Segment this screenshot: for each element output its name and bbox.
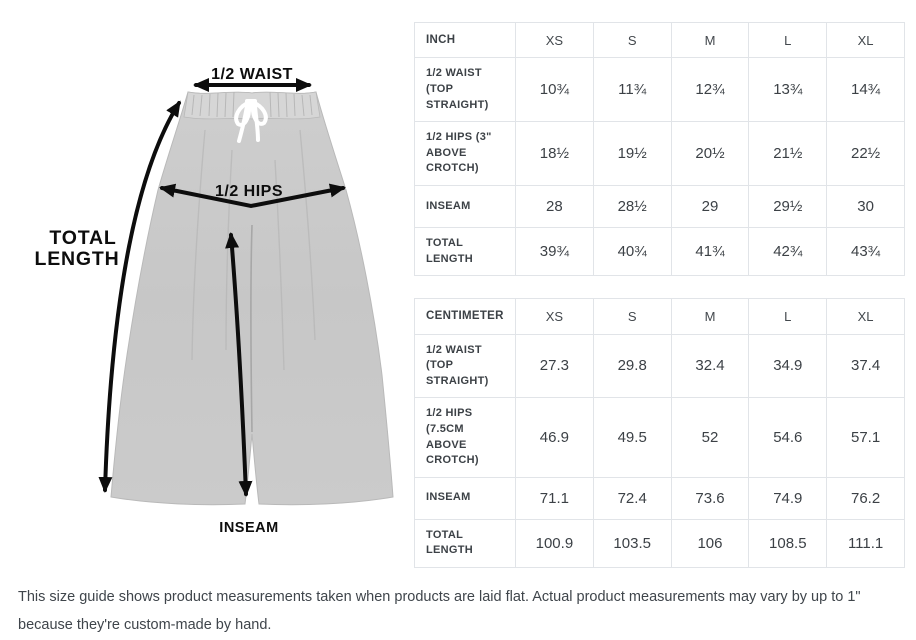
measurement-value: 42¾ (748, 226, 828, 277)
size-header: L (748, 298, 828, 335)
measurement-value: 28½ (592, 184, 672, 228)
measurement-value: 106 (670, 518, 750, 569)
size-header: S (592, 298, 672, 335)
measurement-value: 111.1 (826, 518, 905, 569)
measurement-value: 49.5 (592, 397, 672, 478)
measurement-value: 20½ (670, 121, 750, 186)
size-header: XS (515, 298, 594, 335)
size-header: M (670, 298, 750, 335)
measurement-value: 108.5 (748, 518, 828, 569)
row-label: INSEAM (414, 184, 516, 228)
size-guide-note: This size guide shows product measuremen… (18, 589, 861, 634)
measurement-value: 73.6 (670, 476, 750, 520)
measurement-value: 30 (826, 184, 905, 228)
table-row: INSEAM 71.1 72.4 73.6 74.9 76.2 (414, 476, 905, 520)
row-label: TOTAL LENGTH (414, 518, 516, 569)
row-label: INSEAM (414, 476, 516, 520)
svg-text:TOTAL: TOTAL (49, 227, 116, 249)
measurement-value: 12¾ (670, 57, 750, 123)
row-label: 1/2 HIPS (7.5CM ABOVE CROTCH) (414, 397, 516, 478)
measurement-value: 46.9 (515, 397, 594, 478)
measurement-arrows (98, 78, 346, 497)
size-header: XL (826, 298, 905, 335)
measurement-value: 39¾ (515, 226, 594, 277)
row-label: 1/2 WAIST (TOP STRAIGHT) (414, 333, 516, 399)
measurement-value: 13¾ (748, 57, 828, 123)
inch-size-table: INCH XS S M L XL 1/2 WAIST (TOP STRAIGHT) 10¾ 11… (414, 21, 905, 277)
measurement-value: 18½ (515, 121, 594, 186)
measurement-value: 34.9 (748, 333, 828, 399)
row-label: TOTAL LENGTH (414, 226, 516, 277)
measurement-value: 29.8 (592, 333, 672, 399)
measurement-value: 41¾ (670, 226, 750, 277)
table-row: TOTAL LENGTH 39¾ 40¾ 41¾ 42¾ 43¾ (414, 226, 905, 277)
inseam-arrow (225, 232, 253, 497)
measurement-value: 57.1 (826, 397, 905, 478)
centimeter-size-table: CENTIMETER XS S M L XL 1/2 WAIST (TOP STRAIGHT… (414, 298, 905, 569)
table-header-row: CENTIMETER XS S M L XL (414, 298, 905, 335)
total-length-label: TOTAL LENGTH (35, 227, 120, 270)
measurement-value: 103.5 (592, 518, 672, 569)
measurement-value: 71.1 (515, 476, 594, 520)
drawstring (234, 99, 268, 143)
row-label: 1/2 WAIST (TOP STRAIGHT) (414, 57, 516, 123)
table-row: 1/2 HIPS (3" ABOVE CROTCH) 18½ 19½ 20½ 21½ 22… (414, 121, 905, 186)
measurement-value: 72.4 (592, 476, 672, 520)
measurement-value: 100.9 (515, 518, 594, 569)
size-header: S (592, 21, 672, 59)
measurement-value: 29 (670, 184, 750, 228)
half-waist-label: 1/2 WAIST (211, 66, 293, 83)
inseam-label: INSEAM (219, 520, 278, 536)
measurement-value: 29½ (748, 184, 828, 228)
row-label: 1/2 HIPS (3" ABOVE CROTCH) (414, 121, 516, 186)
table-row: INSEAM 28 28½ 29 29½ 30 (414, 184, 905, 228)
measurement-value: 74.9 (748, 476, 828, 520)
size-header: XS (515, 21, 594, 59)
measurement-value: 54.6 (748, 397, 828, 478)
table-row: 1/2 WAIST (TOP STRAIGHT) 10¾ 11¾ 12¾ 13¾ 14¾ (414, 57, 905, 123)
size-guide: 1/2 WAIST 1/2 HIPS TOTAL LENGTH INSEAM I… (0, 0, 916, 569)
pants-measurement-diagram: 1/2 WAIST 1/2 HIPS TOTAL LENGTH INSEAM (0, 0, 413, 568)
measurement-value: 37.4 (826, 333, 905, 399)
measurement-value: 21½ (748, 121, 828, 186)
table-row: TOTAL LENGTH 100.9 103.5 106 108.5 111.1 (414, 518, 905, 569)
measurement-value: 14¾ (826, 57, 905, 123)
measurement-value: 40¾ (592, 226, 672, 277)
pants-diagram-svg: 1/2 WAIST 1/2 HIPS TOTAL LENGTH INSEAM (35, 66, 394, 536)
measurement-value: 19½ (592, 121, 672, 186)
measurement-value: 32.4 (670, 333, 750, 399)
unit-header: CENTIMETER (414, 298, 516, 335)
size-header: M (670, 21, 750, 59)
measurement-value: 22½ (826, 121, 905, 186)
unit-header: INCH (414, 21, 516, 59)
measurement-value: 27.3 (515, 333, 594, 399)
measurement-value: 76.2 (826, 476, 905, 520)
measurement-value: 10¾ (515, 57, 594, 123)
total-length-arrow (98, 100, 181, 493)
measurement-value: 11¾ (592, 57, 672, 123)
table-row: 1/2 WAIST (TOP STRAIGHT) 27.3 29.8 32.4 34.9… (414, 333, 905, 399)
measurement-value: 52 (670, 397, 750, 478)
measurement-value: 28 (515, 184, 594, 228)
table-header-row: INCH XS S M L XL (414, 21, 905, 59)
size-tables: INCH XS S M L XL 1/2 WAIST (TOP STRAIGHT) 10¾ 11… (413, 0, 916, 569)
measurement-value: 43¾ (826, 226, 905, 277)
half-hips-arrow (159, 183, 346, 209)
table-row: 1/2 HIPS (7.5CM ABOVE CROTCH) 46.9 49.5 52 5… (414, 397, 905, 478)
size-header: XL (826, 21, 905, 59)
svg-text:LENGTH: LENGTH (35, 248, 120, 270)
size-header: L (748, 21, 828, 59)
half-hips-label: 1/2 HIPS (215, 183, 283, 200)
